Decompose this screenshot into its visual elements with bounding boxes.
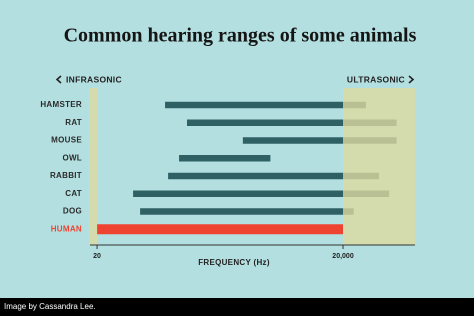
range-bar: [242, 137, 397, 144]
category-label: DOG: [63, 207, 82, 216]
chevron: [408, 75, 415, 84]
category-label: RABBIT: [50, 171, 82, 180]
category-label: OWL: [62, 153, 82, 162]
x-tick-label: 20,000: [332, 253, 354, 260]
credit-bar: [0, 298, 474, 316]
plot-area: HAMSTER RAT MOUSE OWL RABBIT CAT DOG HUMAN INFRA…: [40, 74, 415, 267]
x-tick-label: 20: [93, 253, 101, 260]
region-label: ULTRASONIC: [347, 74, 405, 84]
category-label: MOUSE: [51, 136, 82, 145]
range-bar: [97, 224, 344, 235]
category-label: CAT: [65, 189, 82, 198]
category-label: HAMSTER: [40, 100, 82, 109]
chevron: [55, 75, 62, 84]
range-bar: [186, 119, 397, 126]
region-label: INFRASONIC: [66, 74, 122, 84]
category-label: RAT: [65, 118, 82, 127]
chart-title: Common hearing ranges of some animals: [64, 25, 417, 47]
range-bar: [168, 172, 380, 180]
range-bar: [133, 190, 390, 197]
range-bar: [179, 155, 271, 162]
range-bar: [165, 101, 366, 109]
credit: Image by Cassandra Lee.: [4, 302, 96, 311]
range-bar: [140, 208, 354, 215]
region-band: [343, 88, 415, 245]
x-axis-label: FREQUENCY (Hz): [198, 258, 270, 267]
category-label: HUMAN: [51, 224, 82, 233]
region-band: [90, 88, 98, 245]
